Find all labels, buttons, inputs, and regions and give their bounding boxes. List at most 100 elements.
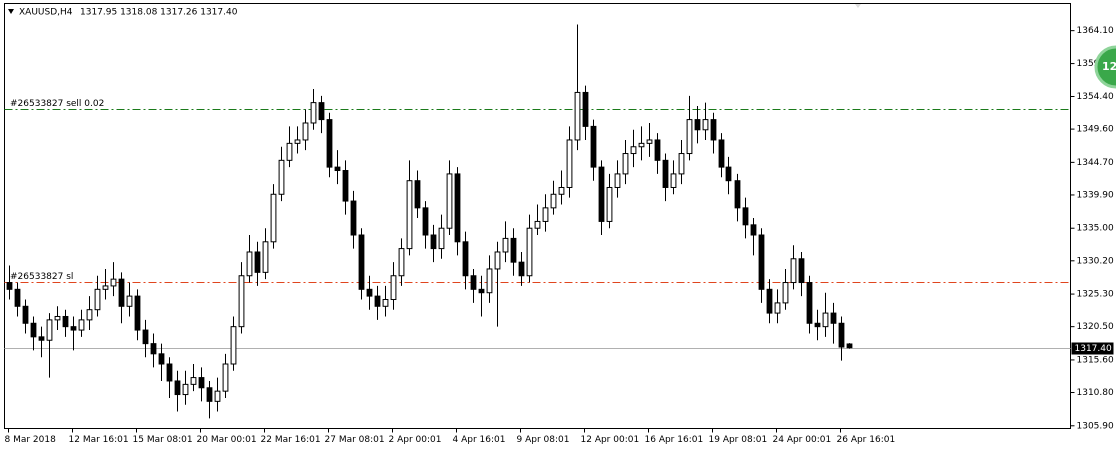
candle [590,119,597,181]
candle [702,102,709,140]
candle [582,85,589,140]
candle-body [646,139,653,144]
candle-body [126,295,133,307]
candle [118,272,125,324]
candle-body [422,207,429,236]
candle [686,95,693,161]
candle [566,126,573,198]
candle [78,309,85,337]
x-tick-label: 4 Apr 16:01 [453,435,506,445]
candle [814,309,821,341]
candle-body [94,288,101,311]
candle-body [326,119,333,168]
quote: 1317.95 1318.08 1317.26 1317.40 [80,8,238,18]
badge-circle[interactable] [1094,45,1116,89]
candle-body [334,166,341,172]
x-tick-label: 27 Mar 08:01 [325,435,385,445]
candle-body [590,125,597,168]
order-level-label: #26533827 sl [10,272,73,282]
candle-body [766,288,773,314]
candle [598,160,605,236]
y-tick-label: 1315.60 [1077,355,1114,365]
y-tick-label: 1349.60 [1077,125,1114,135]
candle-body [606,186,613,222]
candle [638,126,645,161]
candle-body [510,237,517,263]
candle-body [78,319,85,331]
candle [142,319,149,358]
candle [62,309,69,337]
candle [174,370,181,412]
candle [790,245,797,290]
candle [678,139,685,185]
candle [718,133,725,178]
candle-body [654,139,661,161]
candle-body [70,326,77,331]
candle-body [30,322,37,338]
candle-body [686,119,693,155]
candle [278,146,285,202]
candle [350,190,357,249]
plot-frame [4,3,1071,429]
candle [654,133,661,174]
order-level-label: #26533827 sell 0.02 [10,99,104,109]
candle [462,231,469,290]
candle-body [542,207,549,222]
candle-body [822,312,829,328]
candle [54,306,61,331]
candle-body [662,159,669,188]
candle [846,343,853,349]
candle [574,24,581,151]
candle [222,353,229,398]
y-tick-label: 1310.80 [1077,388,1114,398]
candle-body [350,200,357,236]
candle-body [6,282,13,290]
x-tick-label: 24 Apr 00:01 [773,435,832,445]
candle-body [446,173,453,229]
candle [94,275,101,317]
candle-body [798,258,805,284]
candle-body [430,234,437,250]
candle-body [54,315,61,321]
candle-body [142,329,149,345]
x-tick-label: 12 Apr 00:01 [581,435,640,445]
candle [14,282,21,317]
candle-body [230,326,237,365]
candle-body [462,241,469,277]
candle [838,316,845,361]
candle-body [158,353,165,365]
candle [534,204,541,236]
x-tick-label: 20 Mar 00:01 [197,435,257,445]
y-tick-label: 1364.10 [1077,26,1114,36]
menu-arrow[interactable] [8,9,14,14]
candle-body [22,305,29,324]
candle-body [342,170,349,202]
y-tick-label: 1344.70 [1077,158,1114,168]
candle-body [382,299,389,307]
candle [518,251,525,286]
candle-body [518,261,525,277]
candle-body [725,166,732,182]
candle-body [630,146,637,155]
x-tick-label: 2 Apr 00:01 [389,435,442,445]
candle [446,160,453,236]
candle [438,214,445,259]
candle [758,228,765,303]
candle [30,316,37,351]
candle [358,228,365,300]
candle [478,275,485,317]
candle-body [262,241,269,273]
candle [38,326,45,358]
profit-badge[interactable]: 12 [1094,45,1116,89]
candle-body [678,153,685,175]
candle [782,268,789,310]
candle-body [574,91,581,141]
candle [390,262,397,310]
candle-body [238,275,245,328]
candle [158,343,165,381]
symbol-title: XAUUSD,H4 [19,8,73,18]
candle [126,282,133,317]
candle-body [166,363,173,382]
